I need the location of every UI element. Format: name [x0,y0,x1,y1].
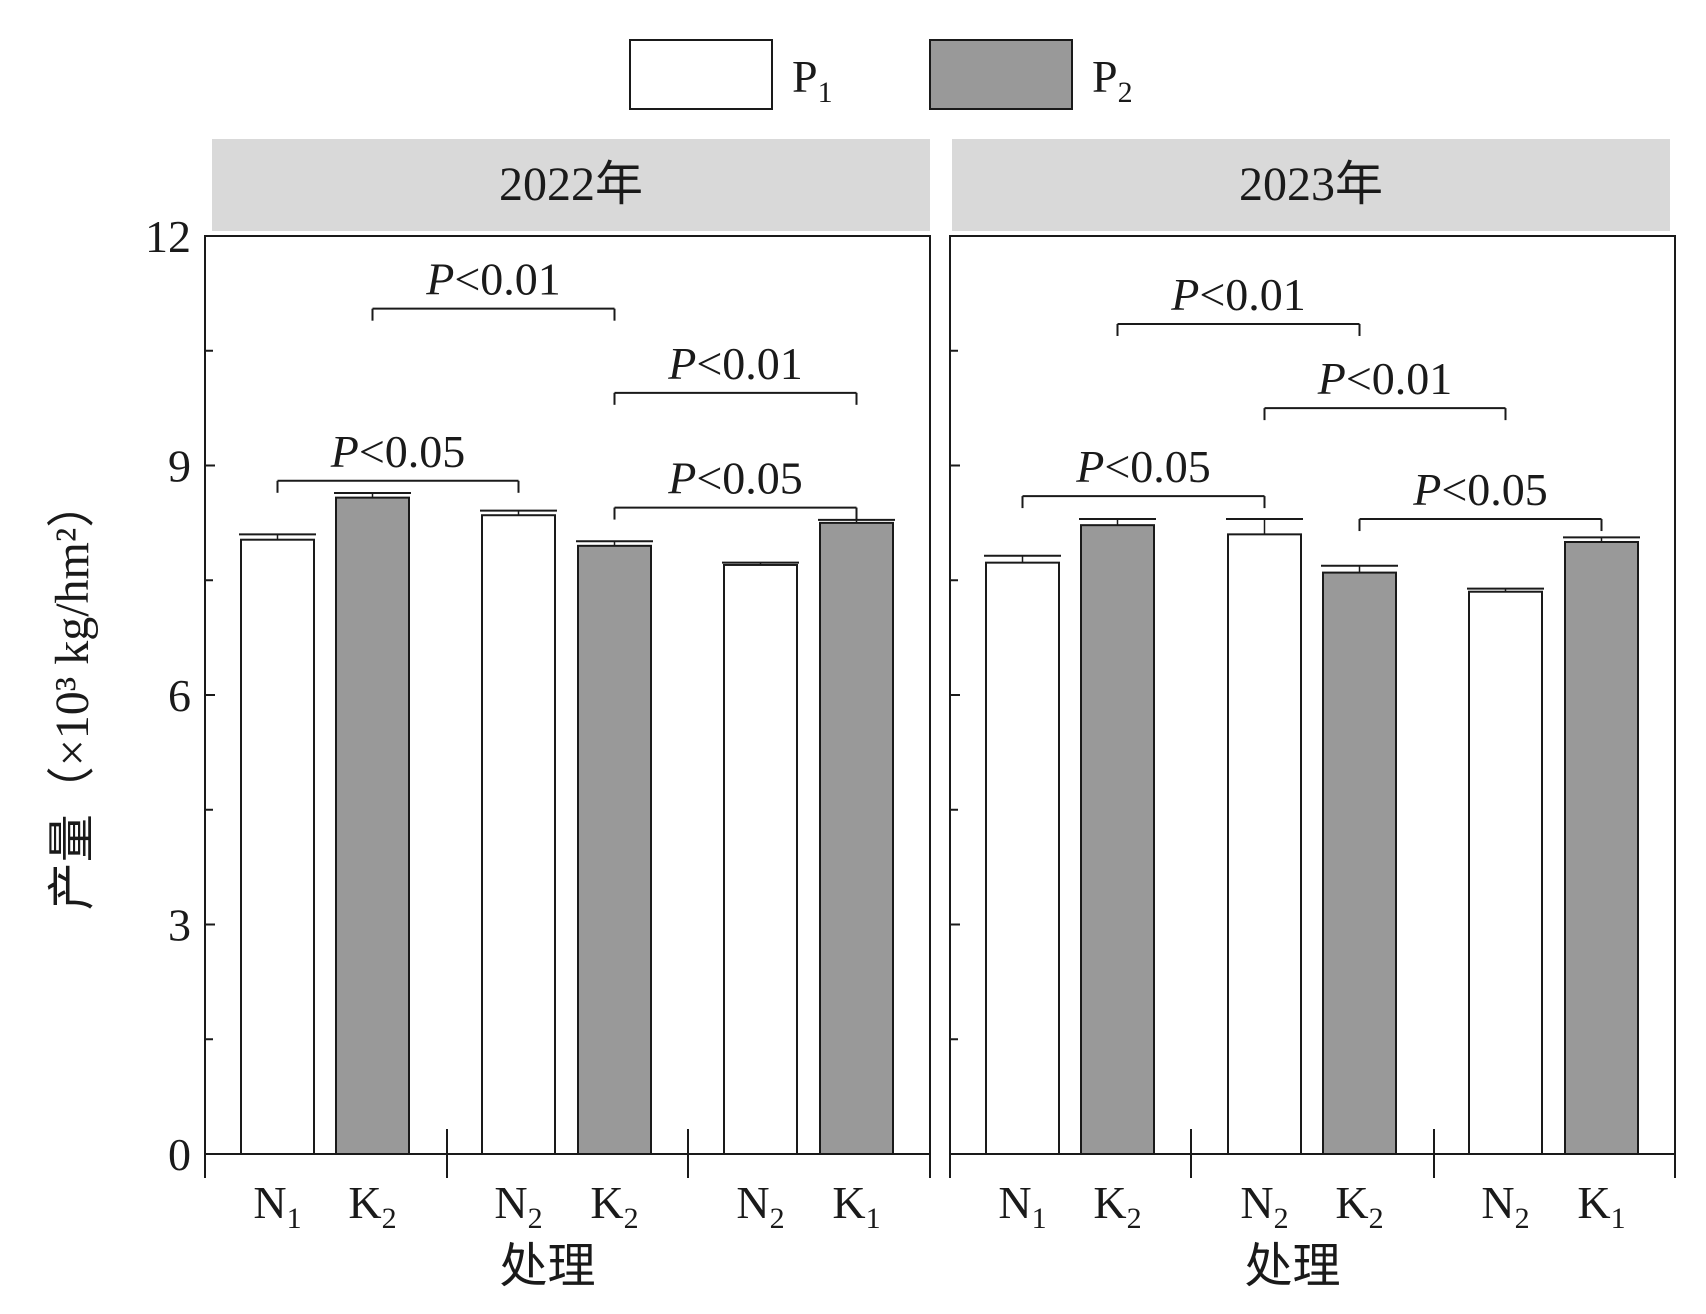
sig-label-2-3: P<0.05 [1075,441,1211,492]
panel-title-2: 2023年 [1239,158,1383,211]
sig-label-1-4: P<0.05 [667,453,803,504]
y-axis-title: 产量（×10³ kg/hm²） [46,480,99,911]
sig-label-2-1: P<0.01 [1170,269,1306,320]
bar-2-2-1 [1227,533,1302,1155]
bar-2-1-1 [985,561,1060,1155]
legend-label-1: P1 [792,51,833,109]
bar-2-1-2 [1080,524,1155,1155]
panel-title-1: 2022年 [499,158,643,211]
x-axis-title-1: 处理 [499,1240,595,1293]
x-tick-label-2-6: K1 [1577,1177,1625,1235]
x-tick-label-2-1: N1 [998,1177,1046,1235]
legend-swatch-1 [629,39,773,110]
sig-label-1-2: P<0.01 [667,338,803,389]
x-tick-label-2-3: N2 [1240,1177,1288,1235]
bar-1-1-2 [335,496,410,1155]
x-tick-label-1-4: K2 [590,1177,638,1235]
bar-2-3-2 [1564,541,1639,1155]
x-tick-label-1-2: K2 [348,1177,396,1235]
x-tick-label-1-3: N2 [494,1177,542,1235]
panel-strip-2 [952,139,1670,231]
y-tick-label-1: 3 [168,900,191,951]
x-tick-label-2-5: N2 [1481,1177,1529,1235]
bar-1-1-1 [240,538,315,1155]
x-tick-label-2-2: K2 [1093,1177,1141,1235]
sig-label-2-4: P<0.05 [1412,464,1548,515]
x-axis-title-2: 处理 [1244,1240,1340,1293]
x-tick-label-1-6: K1 [832,1177,880,1235]
y-tick-label-4: 12 [145,211,191,262]
sig-label-2-2: P<0.01 [1317,353,1453,404]
bar-2-2-2 [1322,571,1397,1155]
legend-label-2: P2 [1092,51,1133,109]
x-tick-label-2-4: K2 [1335,1177,1383,1235]
bar-1-2-2 [577,544,652,1155]
legend-swatch-2 [929,39,1073,110]
y-tick-label-3: 9 [168,441,191,492]
y-tick-label-0: 0 [168,1129,191,1180]
panel-strip-1 [212,139,930,231]
sig-label-1-3: P<0.05 [330,426,466,477]
y-tick-label-2: 6 [168,670,191,721]
bar-1-2-1 [481,514,556,1155]
sig-label-1-1: P<0.01 [425,254,561,305]
bar-1-3-1 [723,563,798,1155]
x-tick-label-1-5: N2 [736,1177,784,1235]
bar-1-3-2 [819,521,894,1155]
x-tick-label-1-1: N1 [253,1177,301,1235]
bar-2-3-1 [1468,590,1543,1155]
